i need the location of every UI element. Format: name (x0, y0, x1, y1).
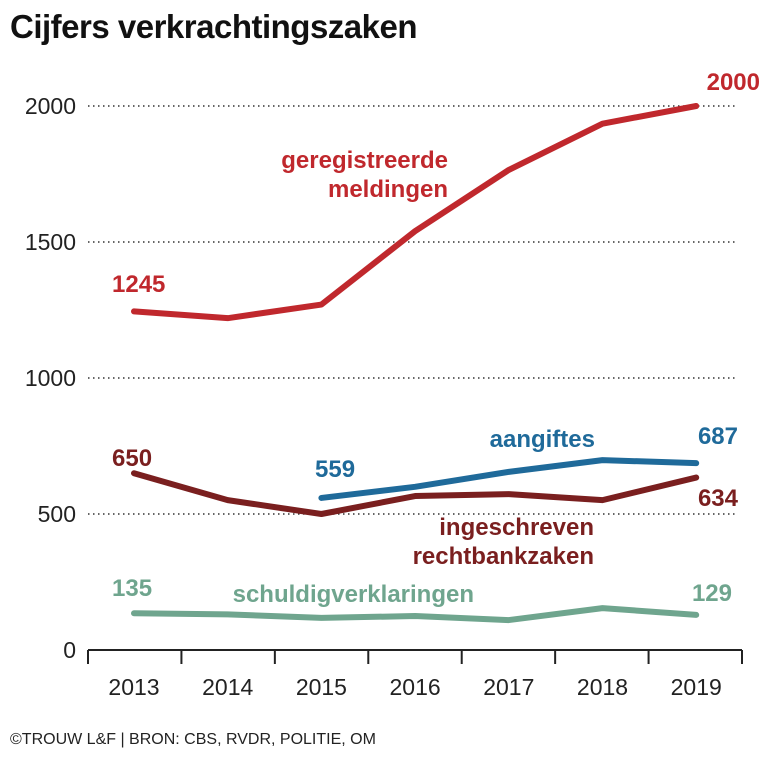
series-label: meldingen (328, 176, 448, 203)
x-tick-label: 2013 (108, 674, 159, 700)
data-label: 135 (112, 575, 152, 602)
y-tick-label: 500 (38, 501, 76, 527)
y-tick-label: 1500 (25, 229, 76, 255)
series-label: geregistreerde (281, 147, 448, 174)
x-tick-label: 2014 (202, 674, 253, 700)
series-label: rechtbankzaken (413, 543, 594, 570)
data-label: 650 (112, 445, 152, 472)
series-label: ingeschreven (439, 514, 594, 541)
x-tick-label: 2016 (390, 674, 441, 700)
data-label: 2000 (707, 69, 760, 96)
data-label: 559 (315, 456, 355, 483)
series-line (131, 103, 700, 322)
x-tick-label: 2015 (296, 674, 347, 700)
chart-title: Cijfers verkrachtingszaken (10, 8, 418, 45)
x-tick-label: 2018 (577, 674, 628, 700)
x-tick-label: 2017 (483, 674, 534, 700)
y-tick-label: 2000 (25, 93, 76, 119)
data-label: 1245 (112, 271, 165, 298)
data-label: 634 (698, 485, 739, 512)
data-label: 687 (698, 423, 738, 450)
series-label: aangiftes (490, 426, 595, 453)
x-tick-label: 2019 (671, 674, 722, 700)
data-label: 129 (692, 580, 732, 607)
y-tick-label: 1000 (25, 365, 76, 391)
y-tick-label: 0 (63, 637, 76, 663)
source-credit: ©TROUW L&F | BRON: CBS, RVDR, POLITIE, O… (10, 731, 376, 748)
series-label: schuldigverklaringen (233, 581, 474, 608)
series-line (131, 605, 700, 624)
series-line (131, 470, 700, 517)
